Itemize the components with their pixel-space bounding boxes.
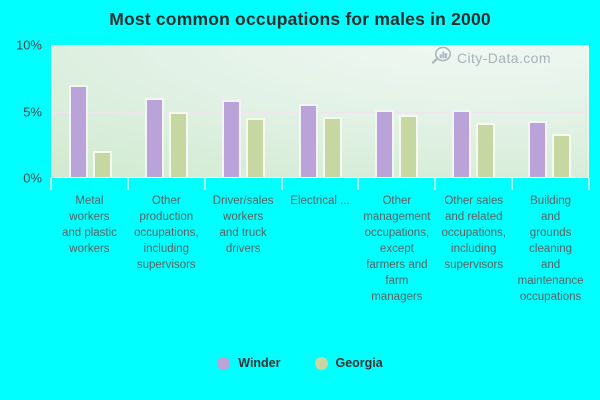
y-tick-label-10: 10% bbox=[15, 37, 42, 53]
legend-item-winder: Winder bbox=[217, 356, 281, 370]
georgia-bar-6 bbox=[475, 123, 495, 177]
legend-dot-winder bbox=[217, 356, 231, 370]
watermark: City-Data.com bbox=[431, 46, 551, 69]
x-tick-4 bbox=[357, 178, 360, 190]
x-tick-1 bbox=[126, 178, 129, 190]
legend-label-winder: Winder bbox=[238, 356, 281, 370]
x-axis-ticks bbox=[50, 178, 590, 190]
winder-bar-6 bbox=[451, 110, 471, 177]
georgia-bar-3 bbox=[245, 118, 265, 177]
georgia-bar-7 bbox=[552, 133, 572, 177]
winder-bar-2 bbox=[145, 98, 165, 177]
category-label-7: Building and grounds cleaning and mainte… bbox=[517, 195, 584, 303]
category-labels: Metal workers and plastic workers Other p… bbox=[51, 193, 589, 305]
bar-group-6 bbox=[435, 46, 512, 177]
winder-bar-7 bbox=[528, 120, 548, 177]
category-label-3: Driver/sales workers and truck drivers bbox=[212, 195, 274, 255]
y-tick-label-5: 5% bbox=[23, 104, 42, 119]
winder-bar-4 bbox=[298, 103, 318, 177]
x-tick-6 bbox=[511, 178, 514, 190]
legend: Winder Georgia bbox=[0, 356, 600, 370]
georgia-bar-1 bbox=[92, 150, 112, 177]
x-tick-7 bbox=[588, 178, 590, 190]
georgia-bar-5 bbox=[399, 115, 419, 177]
category-label-2: Other production occupations, including … bbox=[134, 195, 199, 271]
category-label-5: Other management occupations, except far… bbox=[363, 195, 431, 303]
legend-dot-georgia bbox=[314, 356, 328, 370]
legend-item-georgia: Georgia bbox=[314, 356, 383, 370]
bar-group-1 bbox=[52, 46, 129, 177]
bar-group-5 bbox=[358, 46, 435, 177]
gridline-5-percent bbox=[52, 111, 588, 113]
bar-group-3 bbox=[205, 46, 282, 177]
x-tick-2 bbox=[203, 178, 206, 190]
bar-groups bbox=[52, 46, 588, 177]
category-label-1: Metal workers and plastic workers bbox=[61, 195, 117, 255]
winder-bar-3 bbox=[221, 99, 241, 177]
bar-group-2 bbox=[129, 46, 206, 177]
winder-bar-5 bbox=[375, 110, 395, 177]
city-data-logo-icon bbox=[431, 46, 454, 69]
x-tick-0 bbox=[50, 178, 52, 190]
category-label-6: Other sales and related occupations, inc… bbox=[441, 195, 507, 271]
georgia-bar-2 bbox=[169, 111, 189, 177]
x-tick-5 bbox=[434, 178, 437, 190]
category-label-4: Electrical ... bbox=[290, 195, 350, 207]
georgia-bar-4 bbox=[322, 116, 342, 177]
legend-label-georgia: Georgia bbox=[335, 356, 383, 370]
winder-bar-1 bbox=[68, 85, 88, 177]
chart-title: Most common occupations for males in 200… bbox=[109, 9, 491, 29]
plot-area bbox=[51, 45, 589, 178]
y-axis: 10% 5% 0% bbox=[0, 38, 46, 186]
x-tick-3 bbox=[280, 178, 283, 190]
y-tick-label-0: 0% bbox=[23, 170, 42, 186]
bar-group-4 bbox=[282, 46, 359, 177]
bar-group-7 bbox=[511, 46, 588, 177]
watermark-text: City-Data.com bbox=[457, 49, 551, 66]
